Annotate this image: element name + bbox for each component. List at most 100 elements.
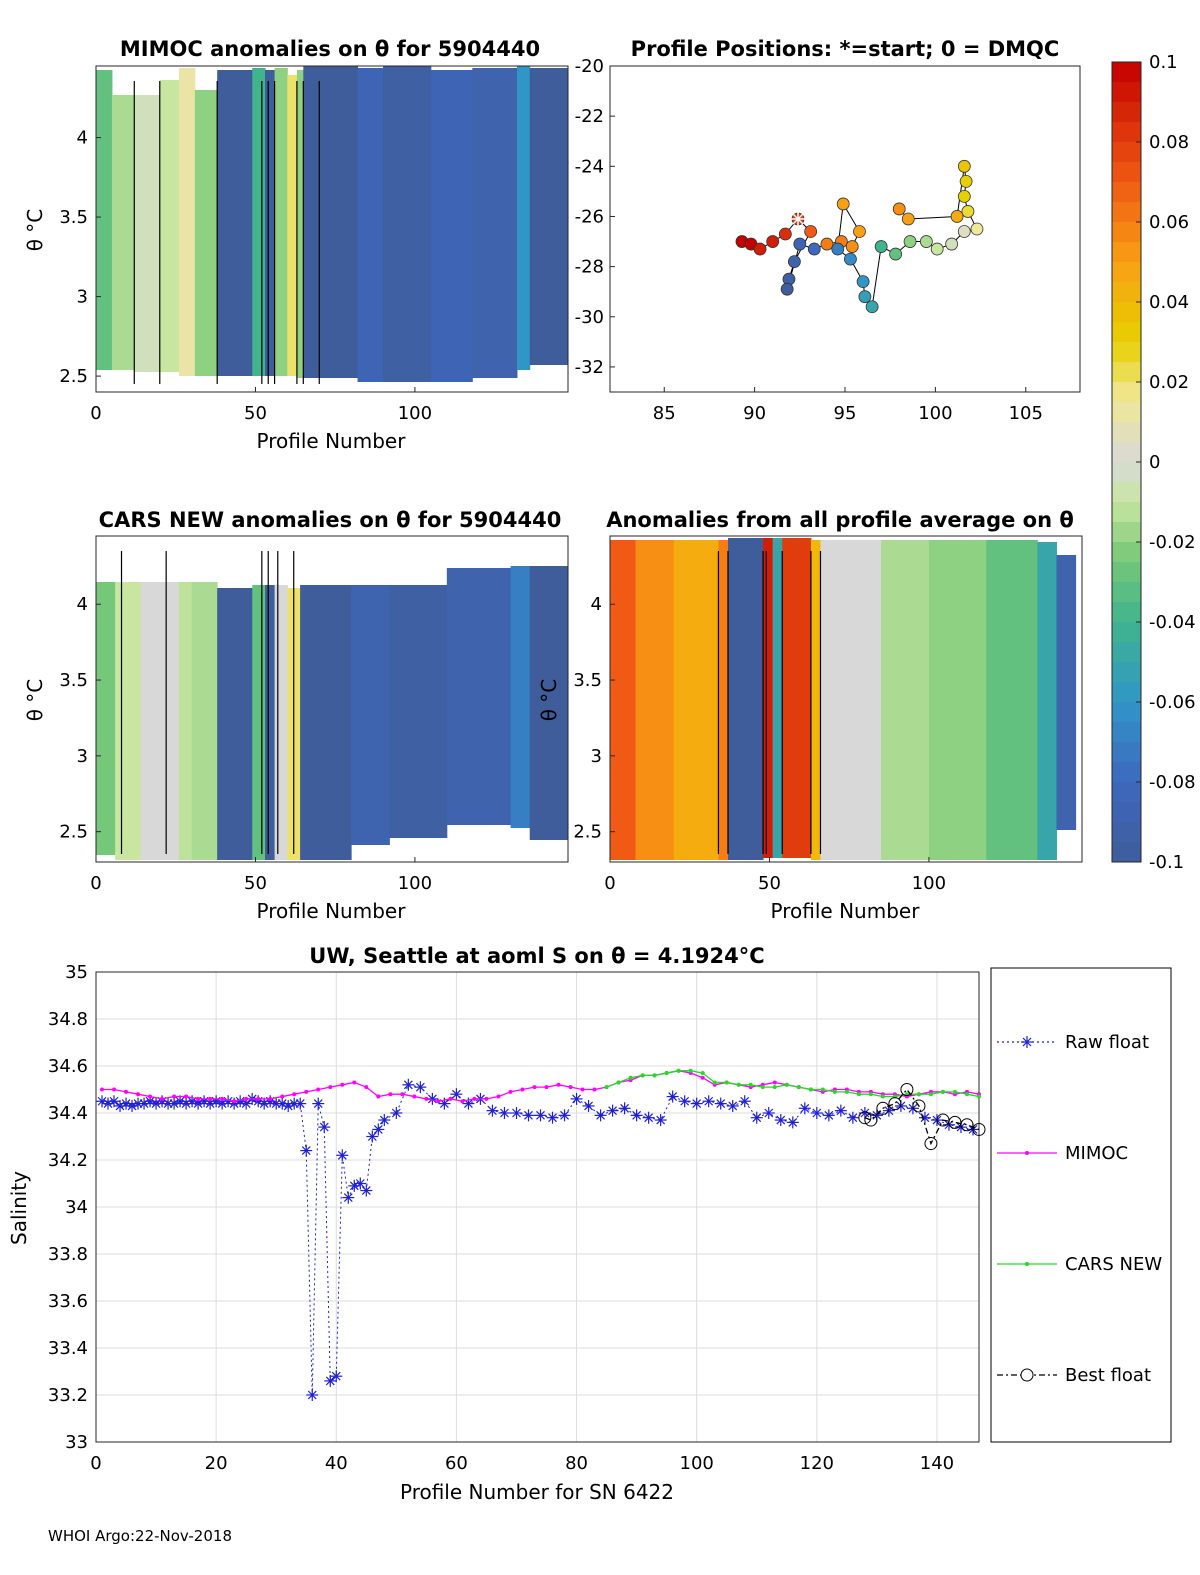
raw-float-point [312,1097,325,1110]
raw-float-point-stroke [704,1096,714,1106]
colorbar-tick-label: 0.04 [1149,292,1189,313]
series-point [172,1094,177,1099]
series-point [940,1089,945,1094]
colorbar-segment [1112,622,1141,643]
profile-position-marker [945,237,959,251]
raw-float-point [390,1107,403,1119]
x-tick-label: 50 [244,403,267,424]
salinity-panel: 0 20 40 60 80 100 120 140 33 33.2 33.4 33.6 33.8 34 34… [48,962,986,1474]
raw-float-point [300,1144,313,1157]
raw-float-point [726,1099,739,1112]
profile-position-marker [970,222,984,236]
heatmap-band [389,585,448,838]
plot-frame [95,535,569,863]
colorbar-tick-label: 0.08 [1149,132,1189,153]
colorbar-segment [1112,722,1141,743]
legend-label: Raw float [1065,1032,1149,1053]
profile-position-marker [853,225,866,238]
series-point [304,1089,309,1094]
y-tick-label: 2.5 [59,366,88,387]
y-tick-label: 3 [77,746,88,767]
x-tick-label: 100 [918,403,952,424]
heatmap-band [217,588,253,860]
raw-float-point [372,1123,385,1136]
colorbar-segment [1112,462,1141,483]
raw-float-point [402,1078,415,1091]
raw-float-point [498,1107,511,1119]
colorbar-tick-label: 0.06 [1149,212,1189,233]
profile-position-marker [957,189,971,203]
colorbar-segment [1112,682,1141,703]
heatmap-band [178,582,193,860]
series-point [928,1092,933,1097]
plot-frame [95,65,569,393]
y-tick-label: -22 [575,106,604,127]
heatmap-band [134,95,161,372]
raw-float-point [630,1109,643,1122]
colorbar-segment [1112,202,1141,223]
y-tick-label: 3 [77,287,88,308]
series-best-float [858,1083,986,1151]
heatmap-band [252,68,266,376]
heatmap-band [881,540,930,860]
series-point [232,1099,237,1104]
raw-float-point [702,1095,715,1108]
profile-position-marker [950,210,964,223]
colorbar-segment [1112,482,1141,503]
raw-float-point [594,1109,607,1122]
profile-position-marker [957,159,971,173]
colorbar-segment [1112,322,1141,343]
heatmap-band [430,70,473,382]
heatmap-band [178,68,196,376]
y-tick-label: 4 [591,594,602,615]
series-point [640,1073,645,1078]
heatmap-band [820,540,882,860]
series-point [688,1068,693,1073]
profile-position-marker [820,237,834,251]
legend-marker-stroke [1022,1037,1032,1047]
raw-float-point-stroke [403,1080,413,1090]
raw-float-point [450,1088,463,1101]
colorbar-segment [1112,242,1141,263]
series-point [196,1096,201,1101]
series-point [880,1094,885,1099]
best-float-point [858,1111,872,1125]
x-tick-label: 95 [834,403,857,424]
cars-anomaly-panel: 0 50 100 2.5 3 3.5 4 [59,535,569,894]
colorbar-tick-label: -0.08 [1149,772,1196,793]
x-tick-label: 100 [398,403,432,424]
colorbar-segment [1112,582,1141,603]
profile-positions-panel: 85 90 95 100 105 -20 -22 -24 -26 -28 -30 -32 [575,56,1081,424]
series-point [832,1089,837,1094]
raw-float-point [534,1109,547,1122]
series-point [820,1087,825,1092]
raw-float-point-stroke [361,1186,371,1195]
raw-float-point-stroke [800,1103,810,1113]
raw-float-point-stroke [728,1101,738,1111]
legend-box [990,967,1172,1443]
raw-float-point [846,1111,859,1124]
series-point [124,1089,129,1094]
colorbar-segment [1112,762,1141,783]
series-point [184,1094,189,1099]
heatmap-band [763,538,774,858]
series-point [736,1082,741,1087]
best-float-point [876,1101,890,1115]
series-point [964,1092,969,1097]
raw-float-point-stroke [121,1099,131,1109]
series-point [844,1089,849,1094]
colorbar-segment [1112,662,1141,683]
raw-float-point [108,1095,121,1108]
y-tick-label: 33.2 [48,1385,88,1406]
raw-float-point-stroke [644,1113,654,1123]
colorbar-segment [1112,542,1141,563]
series-point [808,1087,813,1092]
profile-position-marker [901,212,915,226]
best-float-point [960,1118,974,1132]
heatmap-band [252,585,266,860]
raw-float-point-stroke [848,1113,858,1123]
y-tick-label: 34.8 [48,1009,88,1030]
heatmap-band [265,585,276,860]
raw-float-point [738,1095,751,1108]
series-point [280,1094,285,1099]
